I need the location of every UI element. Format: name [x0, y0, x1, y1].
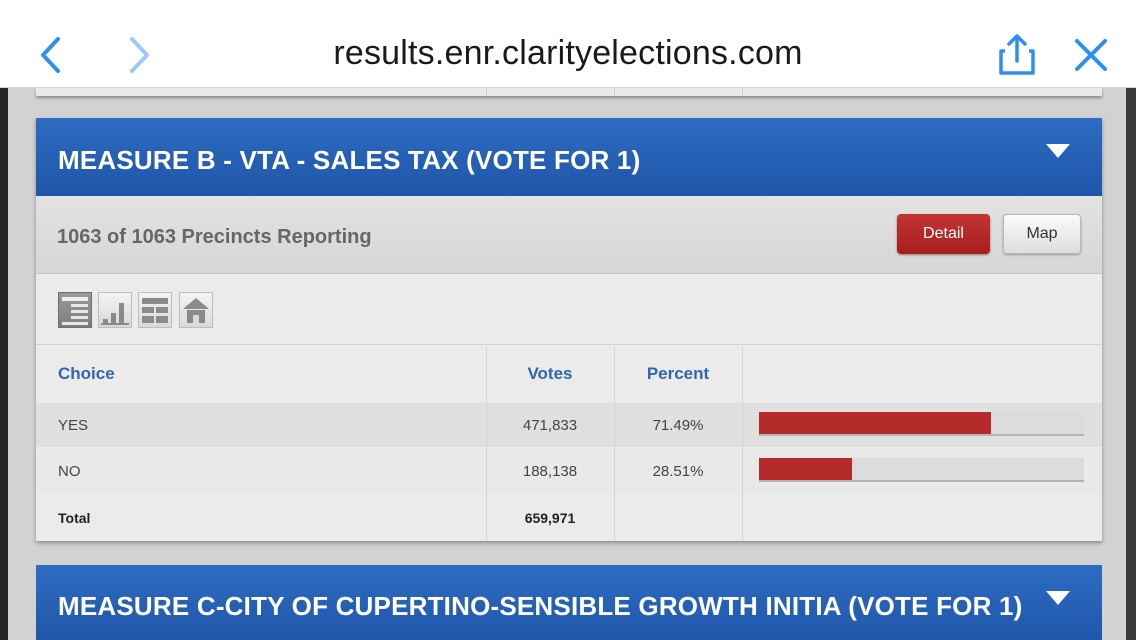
chevron-right-icon — [130, 37, 149, 73]
percent-bar — [759, 412, 1084, 436]
share-button[interactable] — [992, 30, 1042, 80]
summary-view-icon[interactable] — [58, 292, 92, 328]
detail-button[interactable]: Detail — [897, 214, 990, 254]
chart-view-icon[interactable] — [98, 292, 132, 328]
next-contest-title: MEASURE C-CITY OF CUPERTINO-SENSIBLE GRO… — [58, 591, 1023, 621]
total-label: Total — [58, 509, 91, 526]
precincts-reporting: 1063 of 1063 Precincts Reporting — [57, 226, 372, 248]
url-address[interactable]: results.enr.clarityelections.com — [333, 34, 803, 72]
percent-bar — [759, 458, 1084, 482]
choice-column-header[interactable]: Choice — [58, 364, 115, 383]
percent-bar-fill — [759, 412, 992, 434]
table-total-row: Total 659,971 — [36, 494, 1102, 541]
chevron-left-icon — [41, 37, 60, 73]
votes-cell: 471,833 — [522, 416, 578, 434]
table-header-row: Choice Votes Percent — [36, 346, 1102, 402]
table-row: NO 188,138 28.51% — [36, 449, 1102, 493]
map-button[interactable]: Map — [1003, 214, 1081, 254]
browser-toolbar: results.enr.clarityelections.com — [0, 0, 1136, 88]
back-button[interactable] — [30, 32, 70, 78]
collapse-caret-icon[interactable] — [1046, 144, 1070, 158]
contest-card: MEASURE B - VTA - SALES TAX (VOTE FOR 1)… — [36, 118, 1102, 541]
votes-column-header[interactable]: Votes — [527, 364, 573, 383]
expand-caret-icon[interactable] — [1046, 591, 1070, 605]
choice-cell: YES — [58, 416, 89, 434]
page-content: MEASURE B - VTA - SALES TAX (VOTE FOR 1)… — [0, 88, 1136, 640]
close-icon — [1075, 39, 1107, 71]
reporting-bar: 1063 of 1063 Precincts Reporting Detail … — [36, 196, 1102, 274]
total-votes: 659,971 — [524, 509, 576, 526]
table-row: YES 471,833 71.49% — [36, 403, 1102, 447]
previous-contest-bottom — [36, 88, 1102, 96]
view-toggle-bar — [36, 275, 1102, 345]
share-icon — [999, 34, 1035, 75]
percent-cell: 28.51% — [652, 462, 704, 480]
forward-button[interactable] — [120, 32, 160, 78]
home-view-icon[interactable] — [179, 292, 213, 328]
table-view-icon[interactable] — [138, 292, 172, 328]
contest-header[interactable]: MEASURE B - VTA - SALES TAX (VOTE FOR 1) — [36, 118, 1102, 196]
next-contest-header[interactable]: MEASURE C-CITY OF CUPERTINO-SENSIBLE GRO… — [36, 565, 1102, 640]
percent-column-header[interactable]: Percent — [646, 364, 710, 383]
votes-cell: 188,138 — [522, 462, 578, 480]
contest-title: MEASURE B - VTA - SALES TAX (VOTE FOR 1) — [58, 145, 641, 175]
percent-cell: 71.49% — [652, 416, 704, 434]
percent-bar-fill — [759, 458, 852, 480]
close-button[interactable] — [1068, 32, 1114, 78]
choice-cell: NO — [58, 462, 81, 480]
